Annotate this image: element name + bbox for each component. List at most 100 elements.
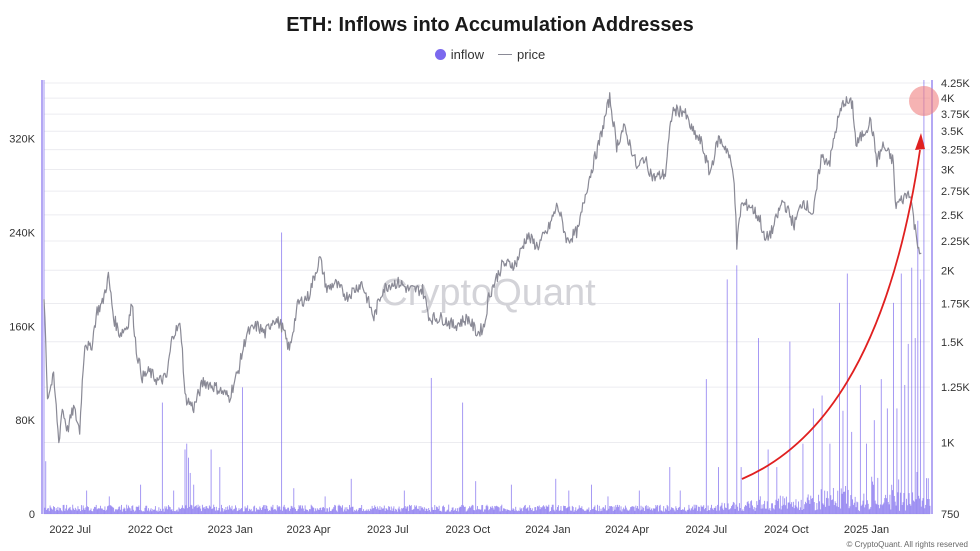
inflow-bar bbox=[215, 510, 216, 514]
inflow-bar bbox=[221, 504, 222, 514]
inflow-bar bbox=[577, 508, 579, 514]
inflow-bar bbox=[727, 503, 729, 514]
right-tick-label: 4.25K bbox=[941, 78, 970, 90]
inflow-bar bbox=[339, 505, 341, 514]
inflow-bar bbox=[679, 490, 681, 514]
inflow-bar bbox=[355, 509, 357, 514]
right-tick-label: 2K bbox=[941, 265, 955, 277]
inflow-bar bbox=[361, 505, 363, 514]
inflow-bar bbox=[587, 509, 589, 514]
inflow-bar bbox=[226, 510, 228, 514]
inflow-bar bbox=[574, 510, 576, 514]
inflow-bar bbox=[553, 509, 555, 514]
inflow-bar bbox=[573, 511, 575, 514]
inflow-bar bbox=[241, 387, 243, 514]
inflow-bar bbox=[164, 506, 166, 514]
inflow-bar bbox=[162, 508, 164, 514]
inflow-bar bbox=[331, 509, 333, 514]
right-tick-label: 2.25K bbox=[941, 236, 970, 248]
inflow-bar bbox=[199, 505, 201, 514]
inflow-bar bbox=[423, 507, 425, 514]
inflow-bar bbox=[451, 507, 453, 514]
inflow-bar bbox=[416, 508, 418, 514]
inflow-bar bbox=[97, 508, 99, 514]
inflow-bar bbox=[908, 493, 910, 514]
inflow-bar bbox=[787, 502, 789, 514]
inflow-bar bbox=[748, 503, 750, 514]
inflow-bar bbox=[543, 506, 545, 514]
inflow-bar bbox=[590, 510, 592, 514]
inflow-bar bbox=[89, 510, 91, 514]
inflow-bar bbox=[314, 511, 316, 514]
inflow-bar bbox=[294, 507, 296, 514]
inflow-bar bbox=[774, 505, 776, 514]
inflow-bar bbox=[568, 490, 570, 514]
inflow-bar bbox=[593, 507, 595, 514]
inflow-bar bbox=[725, 507, 726, 514]
inflow-bar bbox=[798, 501, 800, 514]
inflow-bar bbox=[578, 505, 580, 514]
inflow-bar bbox=[778, 508, 780, 514]
inflow-bar bbox=[872, 484, 874, 514]
inflow-bar bbox=[899, 492, 901, 514]
inflow-bar bbox=[740, 467, 742, 514]
inflow-bar bbox=[620, 506, 622, 514]
inflow-bar bbox=[921, 500, 923, 514]
inflow-bar bbox=[860, 505, 862, 514]
inflow-bar bbox=[835, 503, 837, 514]
inflow-bar bbox=[703, 505, 705, 514]
inflow-bar bbox=[514, 510, 516, 514]
inflow-bar bbox=[483, 511, 484, 514]
inflow-bar bbox=[216, 510, 218, 514]
inflow-bar bbox=[466, 510, 468, 514]
legend-item-inflow[interactable]: inflow bbox=[434, 47, 484, 62]
inflow-bar bbox=[352, 506, 354, 514]
inflow-bar bbox=[536, 510, 538, 514]
inflow-bar bbox=[594, 505, 596, 514]
inflow-bar bbox=[285, 509, 287, 514]
left-tick-label: 160K bbox=[9, 321, 35, 333]
inflow-bar bbox=[832, 499, 833, 514]
inflow-bar bbox=[650, 509, 652, 514]
inflow-bar bbox=[47, 508, 49, 514]
inflow-bar bbox=[734, 508, 736, 514]
inflow-bar bbox=[249, 510, 251, 514]
inflow-bar bbox=[844, 491, 846, 514]
inflow-bar bbox=[633, 506, 635, 514]
inflow-bar bbox=[116, 510, 118, 514]
inflow-bar bbox=[724, 503, 726, 514]
inflow-bar bbox=[699, 511, 701, 514]
inflow-bar bbox=[214, 507, 216, 514]
inflow-bar bbox=[435, 509, 437, 514]
inflow-bar bbox=[857, 502, 859, 514]
inflow-bar bbox=[65, 508, 67, 514]
inflow-bar bbox=[555, 478, 557, 514]
inflow-bar bbox=[919, 498, 921, 514]
inflow-bar bbox=[113, 507, 115, 514]
inflow-bar bbox=[143, 511, 145, 514]
inflow-bar bbox=[648, 508, 650, 514]
inflow-bar bbox=[423, 509, 424, 514]
inflow-bar bbox=[556, 509, 558, 514]
inflow-bar bbox=[925, 504, 927, 514]
inflow-bar bbox=[780, 509, 782, 514]
inflow-bar bbox=[87, 507, 89, 514]
inflow-bar bbox=[731, 504, 733, 514]
inflow-bar bbox=[48, 511, 50, 514]
inflow-bar bbox=[363, 511, 365, 514]
inflow-bar bbox=[552, 504, 554, 514]
inflow-bar bbox=[579, 507, 581, 514]
inflow-bar bbox=[850, 495, 852, 514]
inflow-bar bbox=[766, 501, 768, 514]
inflow-bar bbox=[833, 505, 835, 514]
inflow-bar bbox=[264, 508, 266, 514]
inflow-bar bbox=[200, 508, 202, 514]
legend-item-price[interactable]: price bbox=[498, 47, 545, 62]
inflow-bar bbox=[190, 504, 192, 514]
inflow-bar bbox=[341, 507, 343, 514]
inflow-bar bbox=[230, 508, 232, 514]
inflow-bar bbox=[830, 495, 832, 514]
inflow-bar bbox=[182, 507, 184, 514]
inflow-bar bbox=[180, 508, 182, 514]
inflow-bar bbox=[302, 508, 304, 514]
